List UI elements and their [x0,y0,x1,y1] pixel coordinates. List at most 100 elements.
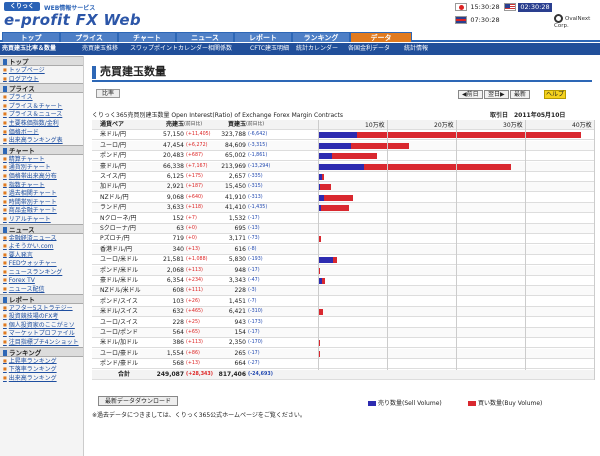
pair-name[interactable]: ユーロ/米ドル [100,256,139,264]
download-button[interactable]: 最新データダウンロード [98,396,179,406]
sell-value: 228 [172,318,184,326]
sidebar-link[interactable]: 商品金融チャート [0,206,83,215]
table-row: Sクローナ/円 63 (+0) 695 (-13) [92,224,594,234]
help-button[interactable]: ヘルプ [544,90,566,99]
subnav-item-2[interactable]: 売買建玉推移 [82,45,119,52]
subnav-item-4[interactable]: 相関係数 [208,45,233,52]
sidebar-link[interactable]: 出来高ランキング表 [0,136,83,145]
tab-5[interactable]: レポート [234,32,292,42]
pair-name[interactable]: スイス/円 [100,173,126,180]
latest-button[interactable]: 最新 [510,90,531,99]
sidebar-link[interactable]: マーケットプロファイル [0,329,83,338]
next-day-button[interactable]: 翌日▶ [484,90,509,99]
pair-name[interactable]: NZドル/円 [100,193,129,201]
tab-4[interactable]: ニュース [176,32,234,42]
table-row: Nクローネ/円 152 (+7) 1,532 (-17) [92,214,594,224]
sidebar-link[interactable]: アフター5ストラテジー [0,304,83,313]
sell-value: 47,454 [163,141,184,149]
sidebar-link[interactable]: 主要株価指数/金利 [0,119,83,128]
pair-name[interactable]: Pズロチ/円 [100,235,130,243]
sidebar-link[interactable]: 個人投資家のここがミソ [0,321,83,330]
sell-bar [318,132,358,139]
sidebar-link[interactable]: ニュースランキング [0,268,83,277]
pair-name[interactable]: 米ドル/円 [100,131,127,139]
pair-name[interactable]: ユーロ/スイス [100,318,138,326]
prev-day-button[interactable]: ◀前日 [458,90,483,99]
tab-6[interactable]: ランキング [292,32,350,42]
sidebar-link[interactable]: Forex TV [0,276,83,285]
sell-change: (+7) [186,215,197,221]
pair-name[interactable]: ポンド/円 [100,152,127,160]
sidebar-link[interactable]: トップページ [0,66,83,75]
sidebar-link[interactable]: よそうかい.com [0,242,83,251]
sidebar-link[interactable]: 通貨別チャート [0,163,83,172]
subnav-item-3[interactable]: スワップポイントカレンダー [130,45,209,52]
provider-name: OvalNext Corp. [554,16,591,29]
subnav-item-5[interactable]: CFTC建玉明細 [250,45,290,52]
pair-name[interactable]: 豪ドル/米ドル [100,277,139,284]
sidebar-link[interactable]: ニュース配信 [0,285,83,294]
pair-name[interactable]: ポンド/米ドル [100,266,139,274]
pair-name[interactable]: 香港ドル/円 [100,245,133,253]
sidebar-link[interactable]: 要人発言 [0,251,83,260]
sidebar-link[interactable]: 投資競技場のFX考 [0,312,83,321]
pair-name[interactable]: NZドル/米ドル [100,287,141,295]
sell-bar [318,194,325,201]
buy-bar [320,184,331,191]
buy-value: 6,421 [228,308,246,316]
buy-value: 5,830 [228,256,246,264]
table-row: 米ドル/加ドル 386 (+113) 2,350 (-170) [92,338,594,349]
buy-change: (-335) [248,174,263,179]
tab-1[interactable]: トップ [2,32,60,42]
sidebar-link[interactable]: 下落率ランキング [0,365,83,374]
tab-7[interactable]: データ [350,32,412,42]
sell-value: 3,633 [166,204,184,212]
sidebar-link[interactable]: 指数チャート [0,181,83,190]
pair-name[interactable]: ポンド/豪ドル [100,360,139,368]
tab-3[interactable]: チャート [118,32,176,42]
sidebar-link[interactable]: リアルチャート [0,215,83,224]
buy-value: 41,410 [225,204,246,212]
tab-2[interactable]: プライス [60,32,118,42]
pair-name[interactable]: 加ドル/円 [100,183,127,191]
sell-value: 340 [172,245,184,253]
grid-line [318,120,319,380]
sidebar-link[interactable]: 時間帯別チャート [0,198,83,207]
pair-name[interactable]: ランド/円 [100,204,127,212]
logo[interactable]: e-profit FX Web [4,11,141,29]
sidebar-link[interactable]: プライス＆ニュース [0,110,83,119]
sidebar-link[interactable]: 注目指標プチ4ンショット [0,338,83,347]
section-marker-icon [3,86,7,93]
clock-tokyo: 15:30:28 [470,3,500,11]
table-row: ポンド/米ドル 2,068 (+113) 948 (-17) [92,265,594,276]
sidebar-link[interactable]: 金融経済ニュース [0,234,83,243]
table-row: 豪ドル/米ドル 6,354 (+234) 3,343 (-47) [92,276,594,286]
sidebar-link[interactable]: FEDウォッチャー [0,259,83,268]
pair-name[interactable]: Nクローネ/円 [100,214,137,222]
sidebar-link[interactable]: 精算チャート [0,155,83,164]
sidebar-link[interactable]: 過去相関チャート [0,189,83,198]
sidebar-link[interactable]: 上昇率ランキング [0,357,83,366]
pair-name[interactable]: ユーロ/円 [100,141,127,149]
sidebar-link[interactable]: プライス＆チャート [0,102,83,111]
sidebar-link[interactable]: 価格ボード [0,128,83,137]
buy-bar [322,174,325,180]
sidebar-link[interactable]: 出来高ランキング [0,374,83,383]
pair-name[interactable]: ユーロ/豪ドル [100,349,139,357]
subnav-item-1[interactable]: 売買建玉比率＆数量 [2,45,57,52]
sidebar-link[interactable]: プライス [0,93,83,102]
buy-change: (-7) [248,298,257,304]
pair-name[interactable]: 米ドル/スイス [100,308,138,316]
pair-name[interactable]: 豪ドル/円 [100,162,127,170]
subnav-item-7[interactable]: 各国金利データ [348,45,391,52]
pair-name[interactable]: 米ドル/加ドル [100,339,139,347]
pair-name[interactable]: ポンド/スイス [100,297,138,305]
pair-name[interactable]: ユーロ/ポンド [100,329,139,336]
ratio-toggle-button[interactable]: 比率 [96,89,121,98]
pair-name[interactable]: Sクローナ/円 [100,225,136,232]
sidebar-link[interactable]: ログアウト [0,75,83,84]
sidebar-link[interactable]: 価格帯出来高分布 [0,172,83,181]
subnav-item-6[interactable]: 統計カレンダー [296,45,339,52]
buy-change: (-13) [248,226,260,231]
subnav-item-8[interactable]: 統計情報 [404,45,429,52]
